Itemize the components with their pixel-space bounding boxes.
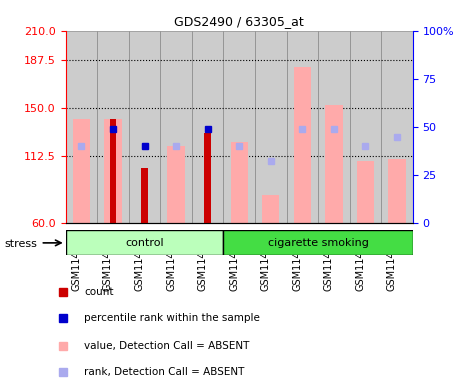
Bar <box>255 31 287 223</box>
Bar <box>388 159 406 223</box>
Text: percentile rank within the sample: percentile rank within the sample <box>84 313 260 323</box>
Text: rank, Detection Call = ABSENT: rank, Detection Call = ABSENT <box>84 367 244 377</box>
FancyBboxPatch shape <box>66 230 223 255</box>
Bar <box>318 31 349 223</box>
Bar <box>97 31 129 223</box>
Bar <box>230 142 248 223</box>
Text: count: count <box>84 287 113 297</box>
Bar <box>167 146 185 223</box>
Text: control: control <box>125 238 164 248</box>
Bar <box>287 31 318 223</box>
Bar <box>262 195 280 223</box>
Bar <box>349 31 381 223</box>
Bar <box>104 119 121 223</box>
Bar <box>73 119 90 223</box>
Text: cigarette smoking: cigarette smoking <box>268 238 369 248</box>
Bar <box>223 31 255 223</box>
Bar <box>357 161 374 223</box>
Title: GDS2490 / 63305_at: GDS2490 / 63305_at <box>174 15 304 28</box>
Bar <box>192 31 223 223</box>
Bar <box>129 31 160 223</box>
Bar <box>110 119 116 223</box>
FancyBboxPatch shape <box>223 230 413 255</box>
Bar <box>141 168 148 223</box>
Text: stress: stress <box>5 239 38 249</box>
Bar <box>325 105 342 223</box>
Bar <box>381 31 413 223</box>
Bar <box>204 133 211 223</box>
Bar <box>294 66 311 223</box>
Text: value, Detection Call = ABSENT: value, Detection Call = ABSENT <box>84 341 250 351</box>
Bar <box>160 31 192 223</box>
Bar <box>66 31 97 223</box>
